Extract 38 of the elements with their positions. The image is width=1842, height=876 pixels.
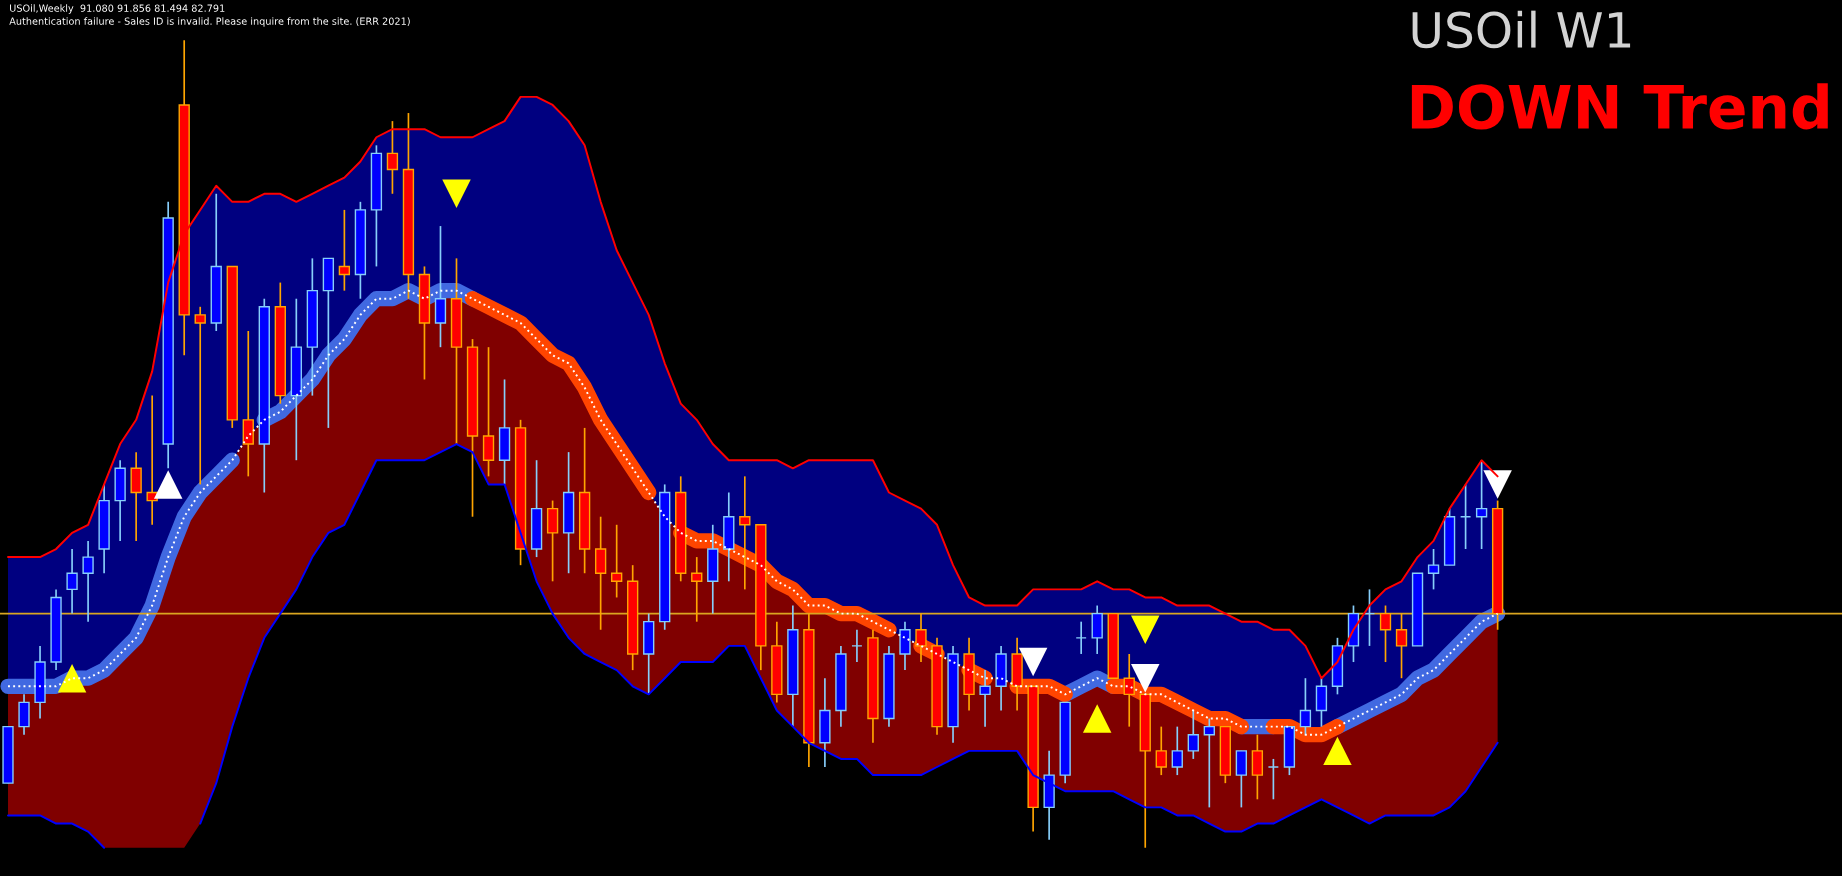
text: USOil,Weekly 91.080 91.856 81.494 82.791 xyxy=(10,4,225,14)
candlestick xyxy=(1171,725,1183,776)
point xyxy=(57,663,87,693)
candlestick xyxy=(1395,612,1408,680)
text: DOWN Trend xyxy=(1411,83,1828,130)
candlestick xyxy=(194,305,206,486)
candlestick xyxy=(386,120,399,195)
candlestick xyxy=(611,523,623,599)
point xyxy=(1131,615,1160,644)
point xyxy=(1018,647,1048,677)
chart-title: USOil W1 xyxy=(1412,10,1631,49)
candlestick xyxy=(739,475,751,591)
candlestick xyxy=(915,612,927,663)
candlestick xyxy=(1075,620,1087,655)
candlestick xyxy=(1475,459,1488,550)
candlestick xyxy=(1299,677,1312,736)
candlestick xyxy=(338,209,351,292)
candlestick xyxy=(1123,653,1135,728)
candlestick xyxy=(1459,483,1472,550)
candlestick xyxy=(1363,588,1376,647)
text: Authentication failure - Sales ID is invalid. Please inquire from the site. (ERR 2021) xyxy=(9,17,410,27)
point xyxy=(1131,663,1160,693)
candlestick xyxy=(82,540,94,623)
candlestick xyxy=(66,548,78,615)
candlestick xyxy=(691,556,703,623)
point xyxy=(1483,470,1512,499)
candlestick xyxy=(1427,548,1440,591)
candlestick xyxy=(1267,758,1280,801)
candlestick xyxy=(1187,709,1199,760)
point xyxy=(153,470,183,499)
candlestick xyxy=(979,669,991,728)
point xyxy=(442,179,471,208)
candlestick xyxy=(851,628,863,663)
candlestick xyxy=(1203,717,1215,809)
candlestick xyxy=(1155,725,1167,776)
point xyxy=(1323,736,1352,766)
candlestick xyxy=(1379,604,1392,663)
point xyxy=(1082,704,1112,733)
